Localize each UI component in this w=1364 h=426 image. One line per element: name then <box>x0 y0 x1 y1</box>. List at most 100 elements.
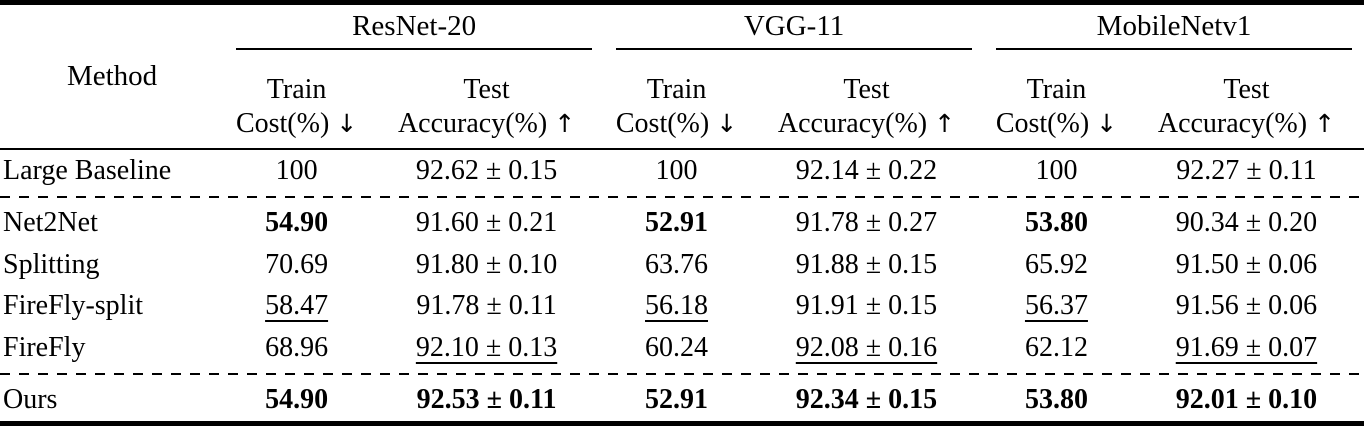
value-cell: 58.47 <box>224 286 369 328</box>
col-header-test-accuracy-mobilenetv1: Test Accuracy(%) ↑ <box>1128 51 1364 150</box>
value-text: 92.53 ± 0.11 <box>416 384 557 416</box>
method-cell: FireFly <box>3 332 86 364</box>
method-cell: Large Baseline <box>3 154 172 186</box>
group-header-mobilenetv1: MobileNetv1 <box>984 5 1364 51</box>
value-text: 92.27 ± 0.11 <box>1176 154 1317 186</box>
group-label-mobilenetv1: MobileNetv1 <box>1096 10 1252 42</box>
table-row: Ours 54.90 92.53 ± 0.11 52.91 92.34 ± 0.15 53… <box>0 379 1364 421</box>
group-label-vgg11: VGG-11 <box>743 10 845 42</box>
value-cell: 91.88 ± 0.15 <box>749 244 984 286</box>
value-text: 91.78 ± 0.27 <box>795 206 938 238</box>
sub-header-row: Train Cost(%) ↓ Test Accuracy(%) ↑ Train… <box>0 51 1364 150</box>
group-label-resnet20: ResNet-20 <box>352 10 477 42</box>
value-cell: 91.80 ± 0.10 <box>369 244 604 286</box>
col-header-train-cost-resnet20: Train Cost(%) ↓ <box>224 51 370 150</box>
down-arrow-icon: ↓ <box>336 108 358 138</box>
col-header-line2: Accuracy(%) ↑ <box>397 107 576 139</box>
value-cell: 92.01 ± 0.10 <box>1129 379 1364 421</box>
value-cell: 92.10 ± 0.13 <box>369 327 604 369</box>
value-cell: 53.80 <box>984 379 1129 421</box>
value-text: 91.91 ± 0.15 <box>795 290 938 322</box>
value-cell: 91.50 ± 0.06 <box>1129 244 1364 286</box>
value-cell: 53.80 <box>984 202 1129 244</box>
value-cell: 92.53 ± 0.11 <box>369 379 604 421</box>
value-cell: 92.34 ± 0.15 <box>749 379 984 421</box>
value-text: 52.91 <box>645 384 709 416</box>
value-text: 63.76 <box>645 248 709 280</box>
value-text: 70.69 <box>265 248 329 280</box>
value-text: 91.56 ± 0.06 <box>1175 290 1318 322</box>
value-text: 92.01 ± 0.10 <box>1175 384 1318 416</box>
table-row: FireFly-split 58.47 91.78 ± 0.11 56.18 91.91… <box>0 286 1364 328</box>
method-cell: Splitting <box>3 248 100 280</box>
value-cell: 65.92 <box>984 244 1129 286</box>
value-cell: 54.90 <box>224 202 369 244</box>
col-header-line2: Accuracy(%) ↑ <box>1157 107 1336 139</box>
value-text: 91.69 ± 0.07 <box>1175 332 1318 364</box>
value-cell: 100 <box>224 149 369 192</box>
up-arrow-icon: ↑ <box>554 108 576 138</box>
value-text: 91.80 ± 0.10 <box>415 248 558 280</box>
value-cell: 54.90 <box>224 379 369 421</box>
value-cell: 90.34 ± 0.20 <box>1129 202 1364 244</box>
value-cell: 100 <box>604 149 749 192</box>
dashed-rule <box>0 195 1364 198</box>
dashed-rule <box>0 373 1364 376</box>
value-text: 56.37 <box>1024 290 1088 322</box>
dashed-separator <box>0 369 1364 379</box>
col-header-line2: Cost(%) ↓ <box>235 107 358 139</box>
dashed-separator <box>0 192 1364 202</box>
col-header-train-cost-vgg11: Train Cost(%) ↓ <box>604 51 749 150</box>
table-row: FireFly 68.96 92.10 ± 0.13 60.24 92.08 ± 0.1… <box>0 327 1364 369</box>
group-header-resnet20: ResNet-20 <box>224 5 604 51</box>
value-cell: 92.08 ± 0.16 <box>749 327 984 369</box>
value-cell: 52.91 <box>604 202 749 244</box>
dashed-separator-cell <box>0 192 1364 202</box>
down-arrow-icon: ↓ <box>716 108 738 138</box>
col-header-line1: Test <box>1223 73 1270 105</box>
table-row: Large Baseline 100 92.62 ± 0.15 100 92.14 ± … <box>0 149 1364 192</box>
value-cell: 91.91 ± 0.15 <box>749 286 984 328</box>
value-cell: 68.96 <box>224 327 369 369</box>
value-text: 92.08 ± 0.16 <box>795 332 938 364</box>
col-header-line1: Test <box>843 73 890 105</box>
up-arrow-icon: ↑ <box>1314 108 1336 138</box>
group-rule-mobilenetv1: MobileNetv1 <box>996 6 1352 50</box>
value-cell: 92.14 ± 0.22 <box>749 149 984 192</box>
table-row: Splitting 70.69 91.80 ± 0.10 63.76 91.88 ± 0… <box>0 244 1364 286</box>
value-text: 91.60 ± 0.21 <box>415 206 558 238</box>
table-row: Net2Net 54.90 91.60 ± 0.21 52.91 91.78 ± 0.2… <box>0 202 1364 244</box>
value-text: 68.96 <box>265 332 329 364</box>
value-cell: 56.18 <box>604 286 749 328</box>
group-rule-vgg11: VGG-11 <box>616 6 973 50</box>
value-cell: 91.60 ± 0.21 <box>369 202 604 244</box>
value-text: 91.50 ± 0.06 <box>1175 248 1318 280</box>
value-cell: 92.27 ± 0.11 <box>1129 149 1364 192</box>
value-cell: 100 <box>984 149 1129 192</box>
value-cell: 91.78 ± 0.11 <box>369 286 604 328</box>
value-cell: 62.12 <box>984 327 1129 369</box>
value-cell: 70.69 <box>224 244 369 286</box>
value-text: 54.90 <box>265 384 329 416</box>
value-text: 58.47 <box>265 290 329 322</box>
value-text: 62.12 <box>1024 332 1088 364</box>
value-cell: 63.76 <box>604 244 749 286</box>
col-header-line1: Train <box>646 73 707 105</box>
value-text: 100 <box>1035 154 1078 186</box>
value-cell: 52.91 <box>604 379 749 421</box>
group-header-vgg11: VGG-11 <box>604 5 984 51</box>
value-cell: 56.37 <box>984 286 1129 328</box>
down-arrow-icon: ↓ <box>1096 108 1118 138</box>
value-text: 52.91 <box>645 206 709 238</box>
col-header-line1: Train <box>266 73 327 105</box>
value-text: 91.88 ± 0.15 <box>795 248 938 280</box>
value-text: 92.10 ± 0.13 <box>415 332 558 364</box>
benchmark-comparison-table: Method ResNet-20 VGG-11 MobileNetv1 <box>0 5 1364 421</box>
value-cell: 92.62 ± 0.15 <box>369 149 604 192</box>
value-text: 91.78 ± 0.11 <box>416 290 557 322</box>
value-text: 90.34 ± 0.20 <box>1175 206 1318 238</box>
value-text: 92.34 ± 0.15 <box>795 384 938 416</box>
dashed-separator-cell <box>0 369 1364 379</box>
value-cell: 91.56 ± 0.06 <box>1129 286 1364 328</box>
